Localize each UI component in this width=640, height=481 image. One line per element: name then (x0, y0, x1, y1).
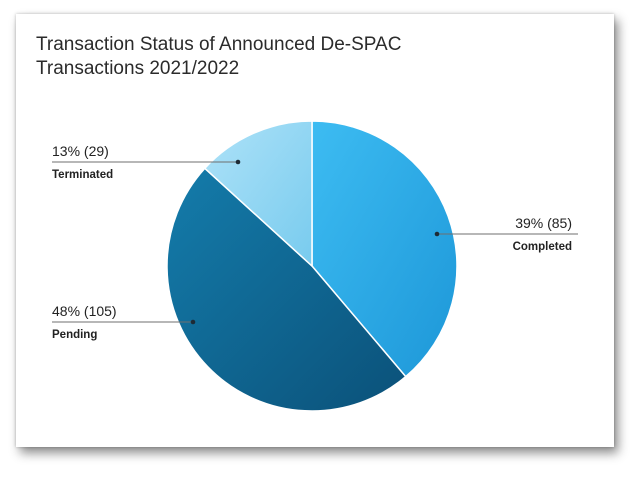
pie-slice-terminated (203, 120, 313, 268)
category-label-pending: Pending (52, 329, 97, 341)
category-label-terminated: Terminated (52, 169, 113, 181)
leader-dot-completed (434, 231, 440, 237)
chart-title-line-1: Transaction Status of Announced De-SPAC (36, 34, 402, 55)
pie-slice-pending (166, 167, 407, 412)
category-label-completed: Completed (513, 241, 572, 253)
chart-title-line-2: Transactions 2021/2022 (36, 58, 240, 79)
leader-dot-terminated (235, 159, 241, 165)
data-label-terminated: 13% (29) (52, 143, 109, 159)
data-label-pending: 48% (105) (52, 303, 117, 319)
data-label-completed: 39% (85) (515, 215, 572, 231)
leader-dot-pending (190, 319, 196, 325)
chart-title: Transaction Status of Announced De-SPAC … (36, 33, 476, 81)
pie-slice-completed (311, 120, 458, 378)
